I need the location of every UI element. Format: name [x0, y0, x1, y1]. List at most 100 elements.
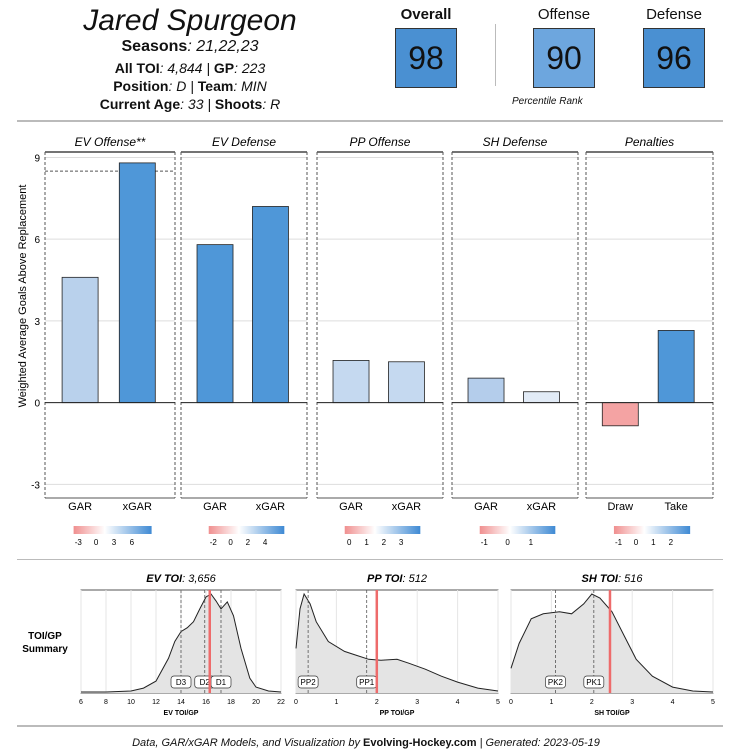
- gar-panel: SH Defense GAR xGAR -1 0 1: [451, 135, 579, 547]
- legend-tick-label: -1: [481, 538, 489, 547]
- legend-tick-label: 4: [263, 538, 268, 547]
- toi-x-tick-label: 1: [334, 699, 338, 706]
- density-line: [510, 593, 714, 693]
- toi-x-tick-label: 3: [415, 699, 419, 706]
- shoots-value: R: [270, 96, 281, 112]
- toi-x-axis-label: EV TOI/GP: [164, 710, 199, 717]
- seasons-value: 21,22,23: [196, 38, 259, 55]
- footer-suffix: | Generated: 2023-05-19: [479, 737, 600, 749]
- color-legend-bar: [479, 526, 556, 534]
- tier-label: PK1: [586, 678, 602, 687]
- toi-title-label: PP TOI: [367, 573, 403, 585]
- toi-x-tick-label: 5: [711, 699, 715, 706]
- legend-tick-label: 2: [246, 538, 251, 547]
- footer-credit: Data, GAR/xGAR Models, and Visualization…: [0, 737, 732, 749]
- x-tick-label: GAR: [68, 501, 92, 513]
- age-value: 33: [187, 96, 204, 112]
- x-tick-label: xGAR: [392, 501, 421, 513]
- panel-title: PP Offense: [350, 135, 411, 149]
- gar-bar-chart: Weighted Average Goals Above Replacement…: [17, 120, 723, 560]
- shoots-label: Shoots: [214, 96, 263, 112]
- gar-panel: PP Offense GAR xGAR 0 1 2 3: [316, 135, 444, 547]
- panel-title: SH Defense: [483, 135, 548, 149]
- toi-x-tick-label: 6: [79, 699, 83, 706]
- toi-x-tick-label: 1: [549, 699, 553, 706]
- toi-x-tick-label: 22: [277, 699, 285, 706]
- y-tick-label: 3: [34, 317, 40, 328]
- team-value: MIN: [241, 78, 267, 94]
- row-label-line2: Summary: [22, 644, 68, 655]
- toi-title-label: SH TOI: [582, 573, 619, 585]
- toi-x-tick-label: 16: [202, 699, 210, 706]
- toi-x-tick-label: 8: [104, 699, 108, 706]
- toi-x-tick-label: 10: [127, 699, 135, 706]
- tier-label-box: [170, 675, 192, 689]
- toi-panel-title: EV TOI: 3,656: [146, 573, 216, 585]
- toi-value: 4,844: [167, 60, 203, 76]
- bar-take: [657, 330, 695, 404]
- legend-tick-label: 0: [347, 538, 352, 547]
- y-tick-label: 0: [34, 399, 40, 410]
- legend-tick-label: 2: [382, 538, 387, 547]
- footer-prefix: Data, GAR/xGAR Models, and Visualization…: [132, 737, 360, 749]
- bar-xgar: [252, 206, 289, 404]
- overall-label: Overall: [400, 6, 452, 23]
- y-tick-label: 9: [34, 153, 40, 164]
- toi-x-tick-label: 18: [227, 699, 235, 706]
- percentile-caption: Percentile Rank: [512, 96, 583, 107]
- seasons-line: Seasons: 21,22,23: [121, 38, 259, 55]
- player-name: Jared Spurgeon: [83, 4, 297, 37]
- toi-panel: SH TOI: 516 PK2 PK1 0 1 2 3 4 5 SH TOI/GP: [509, 573, 715, 717]
- color-legend-bar: [208, 526, 285, 534]
- bar-draw: [601, 402, 639, 427]
- bar-gar: [332, 360, 370, 404]
- toi-panel-title: PP TOI: 512: [367, 573, 427, 585]
- tier-label: D3: [176, 678, 187, 687]
- toi-title-label: EV TOI: [146, 573, 183, 585]
- gar-panel: EV Offense** GAR xGAR -3 0 3 6: [44, 135, 176, 547]
- toi-title-value: : 3,656: [182, 573, 217, 585]
- toi-panel: PP TOI: 512 PP2 PP1 0 1 2 3 4 5 PP TOI/GP: [294, 573, 500, 717]
- toi-x-tick-label: 14: [177, 699, 185, 706]
- legend-tick-label: 0: [228, 538, 233, 547]
- legend-tick-label: 0: [94, 538, 99, 547]
- density-line: [81, 593, 282, 693]
- age-line: Current Age: 33 | Shoots: R: [99, 96, 281, 112]
- bar-gar: [196, 244, 234, 404]
- tier-label-box: [583, 675, 605, 689]
- toi-panel-title: SH TOI: 516: [582, 573, 644, 585]
- toi-x-tick-label: 0: [509, 699, 513, 706]
- legend-tick-label: 3: [399, 538, 404, 547]
- toi-line: All TOI: 4,844 | GP: 223: [114, 60, 266, 76]
- footer-brand: Evolving-Hockey.com: [363, 737, 477, 749]
- toi-x-tick-label: 2: [375, 699, 379, 706]
- panel-title: EV Defense: [212, 135, 276, 149]
- x-tick-label: Draw: [607, 501, 633, 513]
- legend-tick-label: -3: [75, 538, 83, 547]
- gar-panel: Penalties Draw Take -1 0 1 2: [585, 135, 714, 547]
- density-area: [81, 594, 281, 693]
- bar-xgar: [118, 162, 156, 404]
- legend-tick-label: 1: [651, 538, 656, 547]
- legend-tick-label: 3: [112, 538, 117, 547]
- legend-tick-label: -1: [615, 538, 623, 547]
- toi-panel: EV TOI: 3,656 D3 D2 D1 6 8 10 12 14 16 18 20 22 EV TO…: [79, 573, 285, 717]
- x-tick-label: xGAR: [123, 501, 152, 513]
- x-tick-label: xGAR: [256, 501, 285, 513]
- toi-x-axis-label: SH TOI/GP: [594, 710, 630, 717]
- x-tick-label: xGAR: [527, 501, 556, 513]
- toi-x-tick-label: 4: [671, 699, 675, 706]
- toi-x-tick-label: 5: [496, 699, 500, 706]
- position-value: D: [176, 78, 187, 94]
- panel-title: Penalties: [625, 135, 674, 149]
- legend-tick-label: 1: [529, 538, 534, 547]
- defense-label: Defense: [646, 6, 702, 23]
- bar-gar: [467, 377, 505, 404]
- y-tick-label: -3: [31, 480, 40, 491]
- toi-x-axis-label: PP TOI/GP: [380, 710, 415, 717]
- toi-label: All TOI: [114, 60, 160, 76]
- color-legend-bar: [73, 526, 152, 534]
- x-tick-label: GAR: [339, 501, 363, 513]
- tier-label: PP2: [301, 678, 317, 687]
